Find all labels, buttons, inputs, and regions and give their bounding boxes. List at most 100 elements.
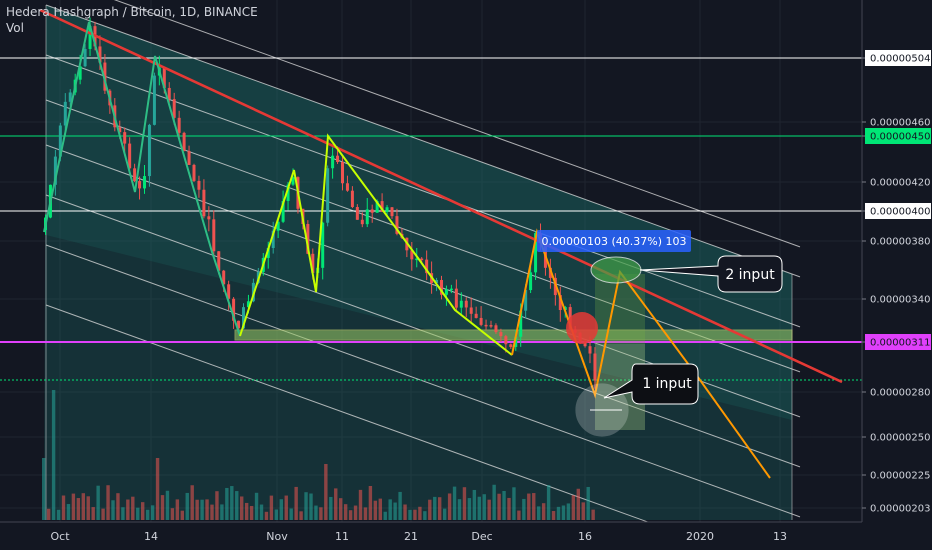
volume-bar [171, 508, 174, 520]
candle-body [529, 272, 532, 290]
volume-bar [492, 485, 495, 520]
candle-body [480, 318, 483, 325]
candle-body [593, 354, 596, 381]
volume-bar [537, 506, 540, 520]
candle-body [188, 151, 191, 165]
volume-bar [389, 499, 392, 520]
volume-bar [87, 496, 90, 520]
candle-body [207, 216, 210, 219]
volume-bar [161, 495, 164, 520]
volume-bar [502, 491, 505, 520]
volume-bar [339, 498, 342, 520]
candle-body [331, 156, 334, 169]
volume-bar [369, 486, 372, 520]
candle-body [455, 289, 458, 308]
chart-header: Hedera Hashgraph / Bitcoin, 1D, BINANCE … [6, 4, 258, 36]
volume-bar [413, 510, 416, 520]
volume-bar [403, 504, 406, 520]
price-tick-label: 0.00000460 [870, 118, 930, 129]
volume-bar [517, 511, 520, 520]
volume-bar [349, 510, 352, 520]
volume-bar [319, 507, 322, 520]
volume-bar [591, 510, 594, 520]
volume-bar [141, 502, 144, 520]
volume-bar [294, 487, 297, 520]
volume-bar [572, 495, 575, 520]
volume-bar [57, 510, 60, 520]
volume-bar [542, 503, 545, 520]
candle-body [589, 346, 592, 353]
volume-bar [557, 507, 560, 520]
candle-body [356, 207, 359, 220]
volume-bar [191, 485, 194, 520]
volume-bar [488, 500, 491, 520]
candle-body [485, 325, 488, 327]
volume-bar [532, 493, 535, 520]
volume-bar [156, 458, 159, 520]
volume-bar [458, 499, 461, 520]
volume-bar [245, 503, 248, 520]
time-axis: Oct 14 Nov 11 21 Dec 16 2020 13 [0, 522, 862, 550]
volume-bar [42, 458, 45, 520]
candle-body [346, 183, 349, 190]
price-tick-label: 0.00000340 [870, 295, 930, 306]
volume-bar [359, 490, 362, 520]
candle-body [470, 307, 473, 313]
price-tick-label: 0.00000311 [870, 338, 930, 349]
volume-bar [393, 503, 396, 520]
volume-bar [473, 490, 476, 520]
candle-body [123, 132, 126, 143]
volume-bar [47, 509, 50, 520]
candle-body [386, 207, 389, 212]
candle-body [494, 325, 497, 332]
price-tick-label: 0.00000420 [870, 178, 930, 189]
volume-bar [562, 505, 565, 520]
candle-body [460, 301, 463, 308]
volume-bar [176, 499, 179, 520]
time-tick-label: Nov [266, 530, 288, 543]
time-tick-label: 13 [773, 530, 787, 543]
volume-bar [235, 491, 238, 520]
price-tick-label: 0.00000450 [870, 132, 930, 143]
candle-body [212, 219, 215, 251]
volume-bar [374, 501, 377, 520]
volume-bar [265, 512, 268, 520]
volume-bar [205, 499, 208, 520]
price-tick-label: 0.00000250 [870, 433, 930, 444]
volume-bar [146, 510, 149, 520]
volume-bar [255, 493, 258, 520]
volume-bar [398, 492, 401, 520]
symbol-title: Hedera Hashgraph / Bitcoin, 1D, BINANCE [6, 4, 258, 20]
volume-bar [92, 507, 95, 520]
candle-body [361, 220, 364, 224]
volume-bar [483, 494, 486, 520]
volume-bar [126, 500, 129, 520]
candle-body [445, 289, 448, 294]
volume-bar [166, 491, 169, 520]
volume-bar [215, 491, 218, 520]
volume-bar [77, 498, 80, 520]
candle-body [64, 102, 67, 126]
candle-body [490, 325, 493, 327]
candle-body [465, 301, 468, 308]
candle-body [371, 209, 374, 212]
volume-bar [96, 486, 99, 520]
volume-bar [230, 486, 233, 520]
volume-bar [131, 497, 134, 520]
volume-bar [314, 506, 317, 520]
volume-bar [309, 494, 312, 520]
volume-bar [210, 505, 213, 520]
volume-bar [527, 494, 530, 520]
volume-bar [200, 500, 203, 520]
volume-bar [181, 511, 184, 520]
time-tick-label: 21 [404, 530, 418, 543]
volume-bar [334, 488, 337, 520]
volume-bar [324, 464, 327, 520]
volume-bar [186, 493, 189, 520]
candle-body [509, 344, 512, 347]
volume-bar [151, 505, 154, 520]
volume-bar [433, 497, 436, 520]
candle-body [153, 76, 156, 125]
volume-bar [299, 511, 302, 520]
